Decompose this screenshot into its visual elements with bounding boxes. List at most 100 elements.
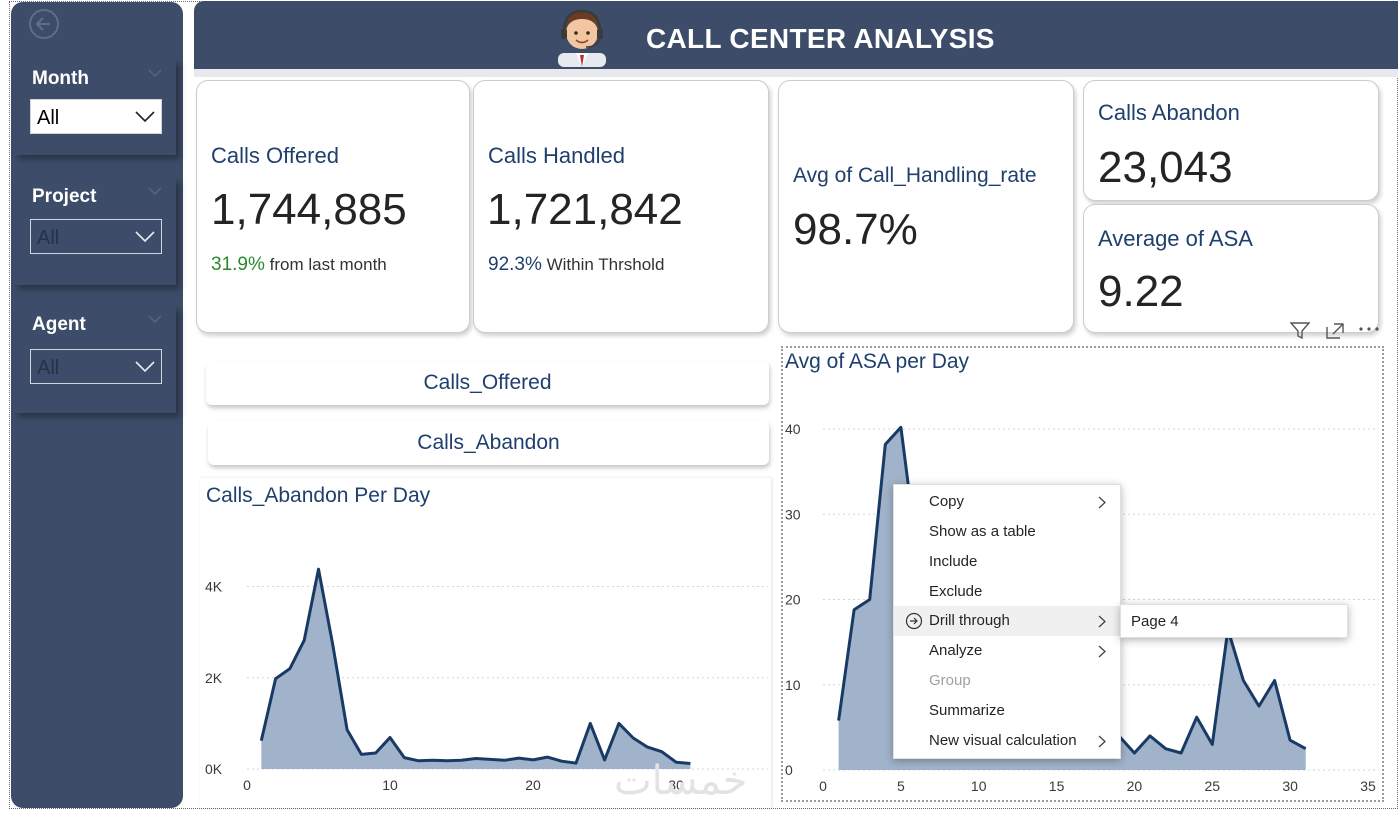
data-point[interactable] [615, 719, 623, 727]
data-point[interactable] [835, 717, 843, 725]
report-header: CALL CENTER ANALYSIS [194, 1, 1398, 69]
y-tick-label: 4K [205, 579, 223, 595]
data-point[interactable] [1239, 677, 1247, 685]
data-point[interactable] [500, 756, 508, 764]
y-tick-label: 40 [785, 421, 801, 437]
data-point[interactable] [272, 675, 280, 683]
chevron-right-icon [1098, 735, 1106, 748]
data-point[interactable] [866, 596, 874, 604]
data-point[interactable] [1162, 745, 1170, 753]
chevron-down-icon[interactable] [148, 314, 162, 324]
filter-sidebar: Month All Project All Agent All [11, 2, 183, 808]
card-subtitle-percent: 31.9% [211, 254, 265, 275]
data-point[interactable] [400, 754, 408, 762]
context-menu: Copy Show as a table Include Exclude Dri… [893, 484, 1121, 759]
data-point[interactable] [601, 756, 609, 764]
data-point[interactable] [415, 757, 423, 765]
data-point[interactable] [1255, 702, 1263, 710]
menu-item-summarize[interactable]: Summarize [929, 702, 1005, 719]
chevron-down-icon [135, 361, 155, 373]
watermark: خمسات [614, 758, 748, 804]
data-point[interactable] [515, 754, 523, 762]
data-point[interactable] [443, 757, 451, 765]
chevron-down-icon[interactable] [148, 68, 162, 78]
filter-icon[interactable] [1289, 321, 1311, 341]
data-point[interactable] [329, 641, 337, 649]
card-value: 1,721,842 [487, 185, 683, 234]
more-options-icon[interactable] [1357, 322, 1381, 336]
menu-item-drill-through[interactable]: Drill through [894, 606, 1120, 636]
menu-item-new-visual-calculation[interactable]: New visual calculation [894, 726, 1120, 756]
data-point[interactable] [1302, 745, 1310, 753]
menu-item-show-as-table[interactable]: Show as a table [929, 523, 1036, 540]
agent-dropdown-value: All [37, 357, 60, 379]
card-subtitle: 31.9% from last month [211, 254, 387, 276]
x-tick-label: 35 [1360, 778, 1376, 794]
data-point[interactable] [486, 755, 494, 763]
back-arrow-icon[interactable] [28, 8, 60, 40]
data-point[interactable] [1146, 732, 1154, 740]
data-point[interactable] [343, 726, 351, 734]
data-point[interactable] [529, 756, 537, 764]
data-point[interactable] [543, 753, 551, 761]
data-point[interactable] [458, 756, 466, 764]
chart-title: Avg of ASA per Day [785, 350, 970, 373]
data-point[interactable] [372, 749, 380, 757]
calls-abandon-button[interactable]: Calls_Abandon [208, 421, 769, 465]
data-point[interactable] [300, 636, 308, 644]
page-title: CALL CENTER ANALYSIS [646, 23, 995, 54]
data-point[interactable] [850, 606, 858, 614]
data-point[interactable] [257, 737, 265, 745]
data-point[interactable] [897, 423, 905, 431]
card-calls-abandon[interactable]: Calls Abandon 23,043 [1083, 80, 1379, 201]
menu-item-include[interactable]: Include [929, 553, 978, 570]
month-dropdown[interactable]: All [30, 99, 162, 134]
card-value: 1,744,885 [211, 185, 407, 234]
data-point[interactable] [643, 743, 651, 751]
data-point[interactable] [881, 440, 889, 448]
menu-item-copy[interactable]: Copy [894, 487, 1120, 517]
chevron-down-icon[interactable] [148, 186, 162, 196]
y-tick-label: 0 [785, 762, 793, 778]
project-dropdown[interactable]: All [30, 219, 162, 254]
data-point[interactable] [472, 755, 480, 763]
x-tick-label: 30 [668, 777, 684, 793]
data-point[interactable] [558, 757, 566, 765]
data-point[interactable] [572, 759, 580, 767]
data-point[interactable] [286, 665, 294, 673]
card-label: Average of ASA [1098, 226, 1253, 251]
menu-item-analyze[interactable]: Analyze [894, 636, 1120, 666]
data-point[interactable] [1286, 736, 1294, 744]
calls-abandon-per-day-chart[interactable]: 0K 2K 4K 0 10 20 30 [200, 540, 771, 808]
data-point[interactable] [658, 748, 666, 756]
data-point[interactable] [629, 734, 637, 742]
data-point[interactable] [357, 750, 365, 758]
card-value: 9.22 [1098, 267, 1184, 316]
menu-item-group: Group [929, 672, 971, 689]
x-tick-label: 5 [897, 778, 905, 794]
data-point[interactable] [386, 734, 394, 742]
calls-offered-button[interactable]: Calls_Offered [206, 361, 769, 405]
menu-item-exclude[interactable]: Exclude [929, 583, 983, 600]
x-tick-label: 20 [525, 777, 541, 793]
data-point[interactable] [429, 756, 437, 764]
chevron-right-icon [1098, 615, 1106, 628]
data-point[interactable] [1193, 713, 1201, 721]
data-point[interactable] [1271, 677, 1279, 685]
chevron-down-icon [135, 231, 155, 243]
card-call-handling-rate[interactable]: Avg of Call_Handling_rate 98.7% [778, 80, 1074, 333]
card-calls-handled[interactable]: Calls Handled 1,721,842 92.3% Within Thr… [473, 80, 769, 333]
data-point[interactable] [586, 719, 594, 727]
data-point[interactable] [315, 565, 323, 573]
drill-through-submenu: Page 4 [1120, 604, 1348, 638]
chart-asa-selected-frame[interactable] [781, 346, 1384, 802]
agent-dropdown[interactable]: All [30, 349, 162, 384]
data-point[interactable] [1130, 749, 1138, 757]
card-calls-offered[interactable]: Calls Offered 1,744,885 31.9% from last … [196, 80, 470, 333]
card-average-asa[interactable]: Average of ASA 9.22 [1083, 204, 1379, 333]
data-point[interactable] [1177, 749, 1185, 757]
focus-mode-icon[interactable] [1324, 321, 1346, 341]
submenu-item-page-4[interactable]: Page 4 [1131, 613, 1179, 630]
data-point[interactable] [1208, 740, 1216, 748]
slicer-month: Month All [14, 60, 176, 155]
